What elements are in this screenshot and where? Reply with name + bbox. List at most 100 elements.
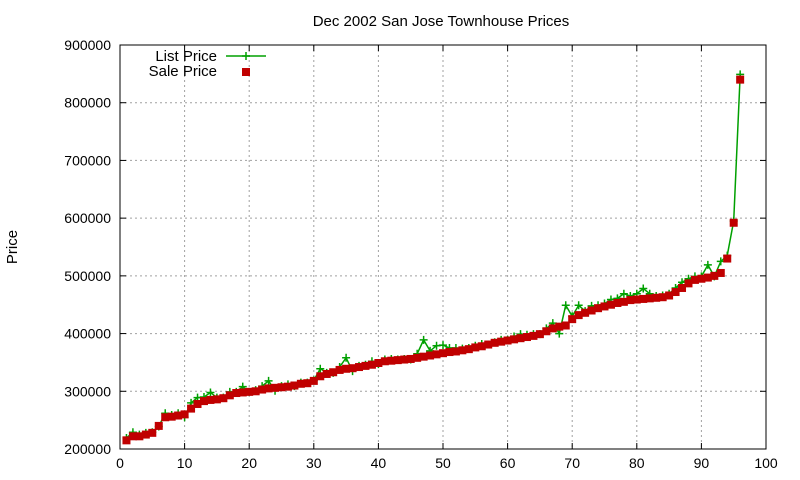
series-layer	[122, 70, 745, 445]
list-price-point	[342, 353, 351, 362]
list-price-line	[126, 74, 741, 439]
sale-price-point	[645, 294, 654, 303]
sale-price-point	[658, 293, 667, 302]
sale-price-point	[516, 334, 525, 343]
sale-price-point	[413, 353, 422, 362]
x-tick-label: 50	[435, 455, 451, 471]
sale-price-point	[542, 327, 551, 336]
sale-price-point	[555, 322, 564, 331]
x-tick-label: 20	[241, 455, 257, 471]
sale-price-point	[406, 354, 415, 363]
sale-price-point	[697, 274, 706, 283]
sale-price-point	[439, 349, 447, 358]
sale-price-point	[193, 399, 202, 408]
sale-price-point	[587, 306, 596, 315]
legend-swatch-sale-price	[242, 68, 250, 76]
sale-price-point	[561, 321, 570, 330]
sale-price-point	[374, 359, 383, 368]
sale-price-point	[619, 297, 628, 306]
sale-price-point	[729, 218, 738, 227]
sale-price-point	[484, 340, 493, 349]
sale-price-point	[348, 364, 357, 373]
sale-price-point	[258, 385, 267, 394]
list-price-point	[264, 376, 273, 385]
sale-price-point	[219, 394, 228, 403]
sale-price-point	[497, 337, 506, 346]
sale-price-point	[522, 333, 531, 342]
sale-price-point	[225, 391, 234, 400]
sale-price-point	[316, 372, 325, 381]
sale-price-point	[245, 387, 254, 396]
x-tick-label: 60	[500, 455, 516, 471]
sale-price-point	[393, 356, 402, 365]
sale-price-point	[335, 365, 344, 374]
sale-price-point	[167, 412, 176, 421]
sale-price-point	[122, 436, 131, 445]
sale-price-point	[445, 348, 454, 357]
sale-price-point	[535, 330, 544, 339]
sale-price-point	[490, 338, 499, 347]
sale-price-point	[710, 271, 719, 280]
sale-price-point	[600, 302, 609, 311]
sale-price-point	[678, 283, 687, 292]
x-tick-label: 80	[629, 455, 645, 471]
sale-price-point	[581, 308, 590, 317]
sale-price-point	[329, 368, 338, 377]
sale-price-point	[180, 410, 189, 419]
list-price-point	[419, 335, 428, 344]
sale-price-point	[716, 268, 725, 277]
sale-price-point	[419, 352, 428, 361]
list-price-point	[639, 284, 648, 293]
x-tick-label: 40	[371, 455, 387, 471]
sale-price-point	[141, 430, 150, 439]
sale-price-point	[426, 351, 435, 360]
y-tick-label: 600000	[64, 210, 111, 226]
sale-price-point	[342, 364, 351, 373]
sale-price-point	[690, 275, 699, 284]
y-axis-label: Price	[4, 230, 21, 264]
sale-price-point	[387, 356, 396, 365]
legend-swatch-list-price-marker	[242, 52, 250, 60]
grid	[120, 45, 766, 449]
sale-price-point	[238, 388, 247, 397]
list-price-point	[206, 388, 215, 397]
sale-price-point	[464, 345, 473, 354]
sale-price-point	[212, 395, 221, 404]
sale-price-point	[510, 335, 519, 344]
sale-price-point	[503, 336, 512, 345]
sale-price-point	[206, 395, 215, 404]
list-price-point	[561, 301, 570, 310]
sale-price-point	[574, 311, 583, 320]
sale-price-point	[632, 295, 641, 304]
sale-price-point	[322, 369, 331, 378]
x-tick-label: 10	[177, 455, 193, 471]
sale-price-point	[361, 361, 370, 370]
sale-price-point	[161, 413, 170, 422]
sale-price-point	[174, 411, 183, 420]
sale-price-point	[451, 347, 460, 356]
y-tick-label: 700000	[64, 152, 111, 168]
x-tick-label: 100	[754, 455, 778, 471]
sale-price-point	[594, 304, 603, 313]
sale-price-point	[232, 389, 241, 398]
sale-price-point	[548, 324, 557, 333]
x-tick-label: 70	[564, 455, 580, 471]
sale-price-point	[296, 379, 305, 388]
sale-price-point	[736, 75, 745, 84]
legend-label-sale-price: Sale Price	[149, 63, 217, 80]
y-tick-label: 900000	[64, 37, 111, 53]
x-tick-label: 30	[306, 455, 322, 471]
sale-price-point	[684, 279, 693, 288]
sale-price-point	[355, 363, 364, 372]
series-sale-price	[122, 75, 745, 445]
list-price-point	[574, 301, 583, 310]
list-price-point	[619, 289, 628, 298]
list-price-point	[439, 341, 447, 350]
y-tick-label: 200000	[64, 441, 111, 457]
sale-price-point	[432, 350, 441, 359]
sale-price-point	[148, 428, 157, 437]
list-price-point	[555, 329, 564, 338]
sale-price-point	[135, 432, 144, 441]
